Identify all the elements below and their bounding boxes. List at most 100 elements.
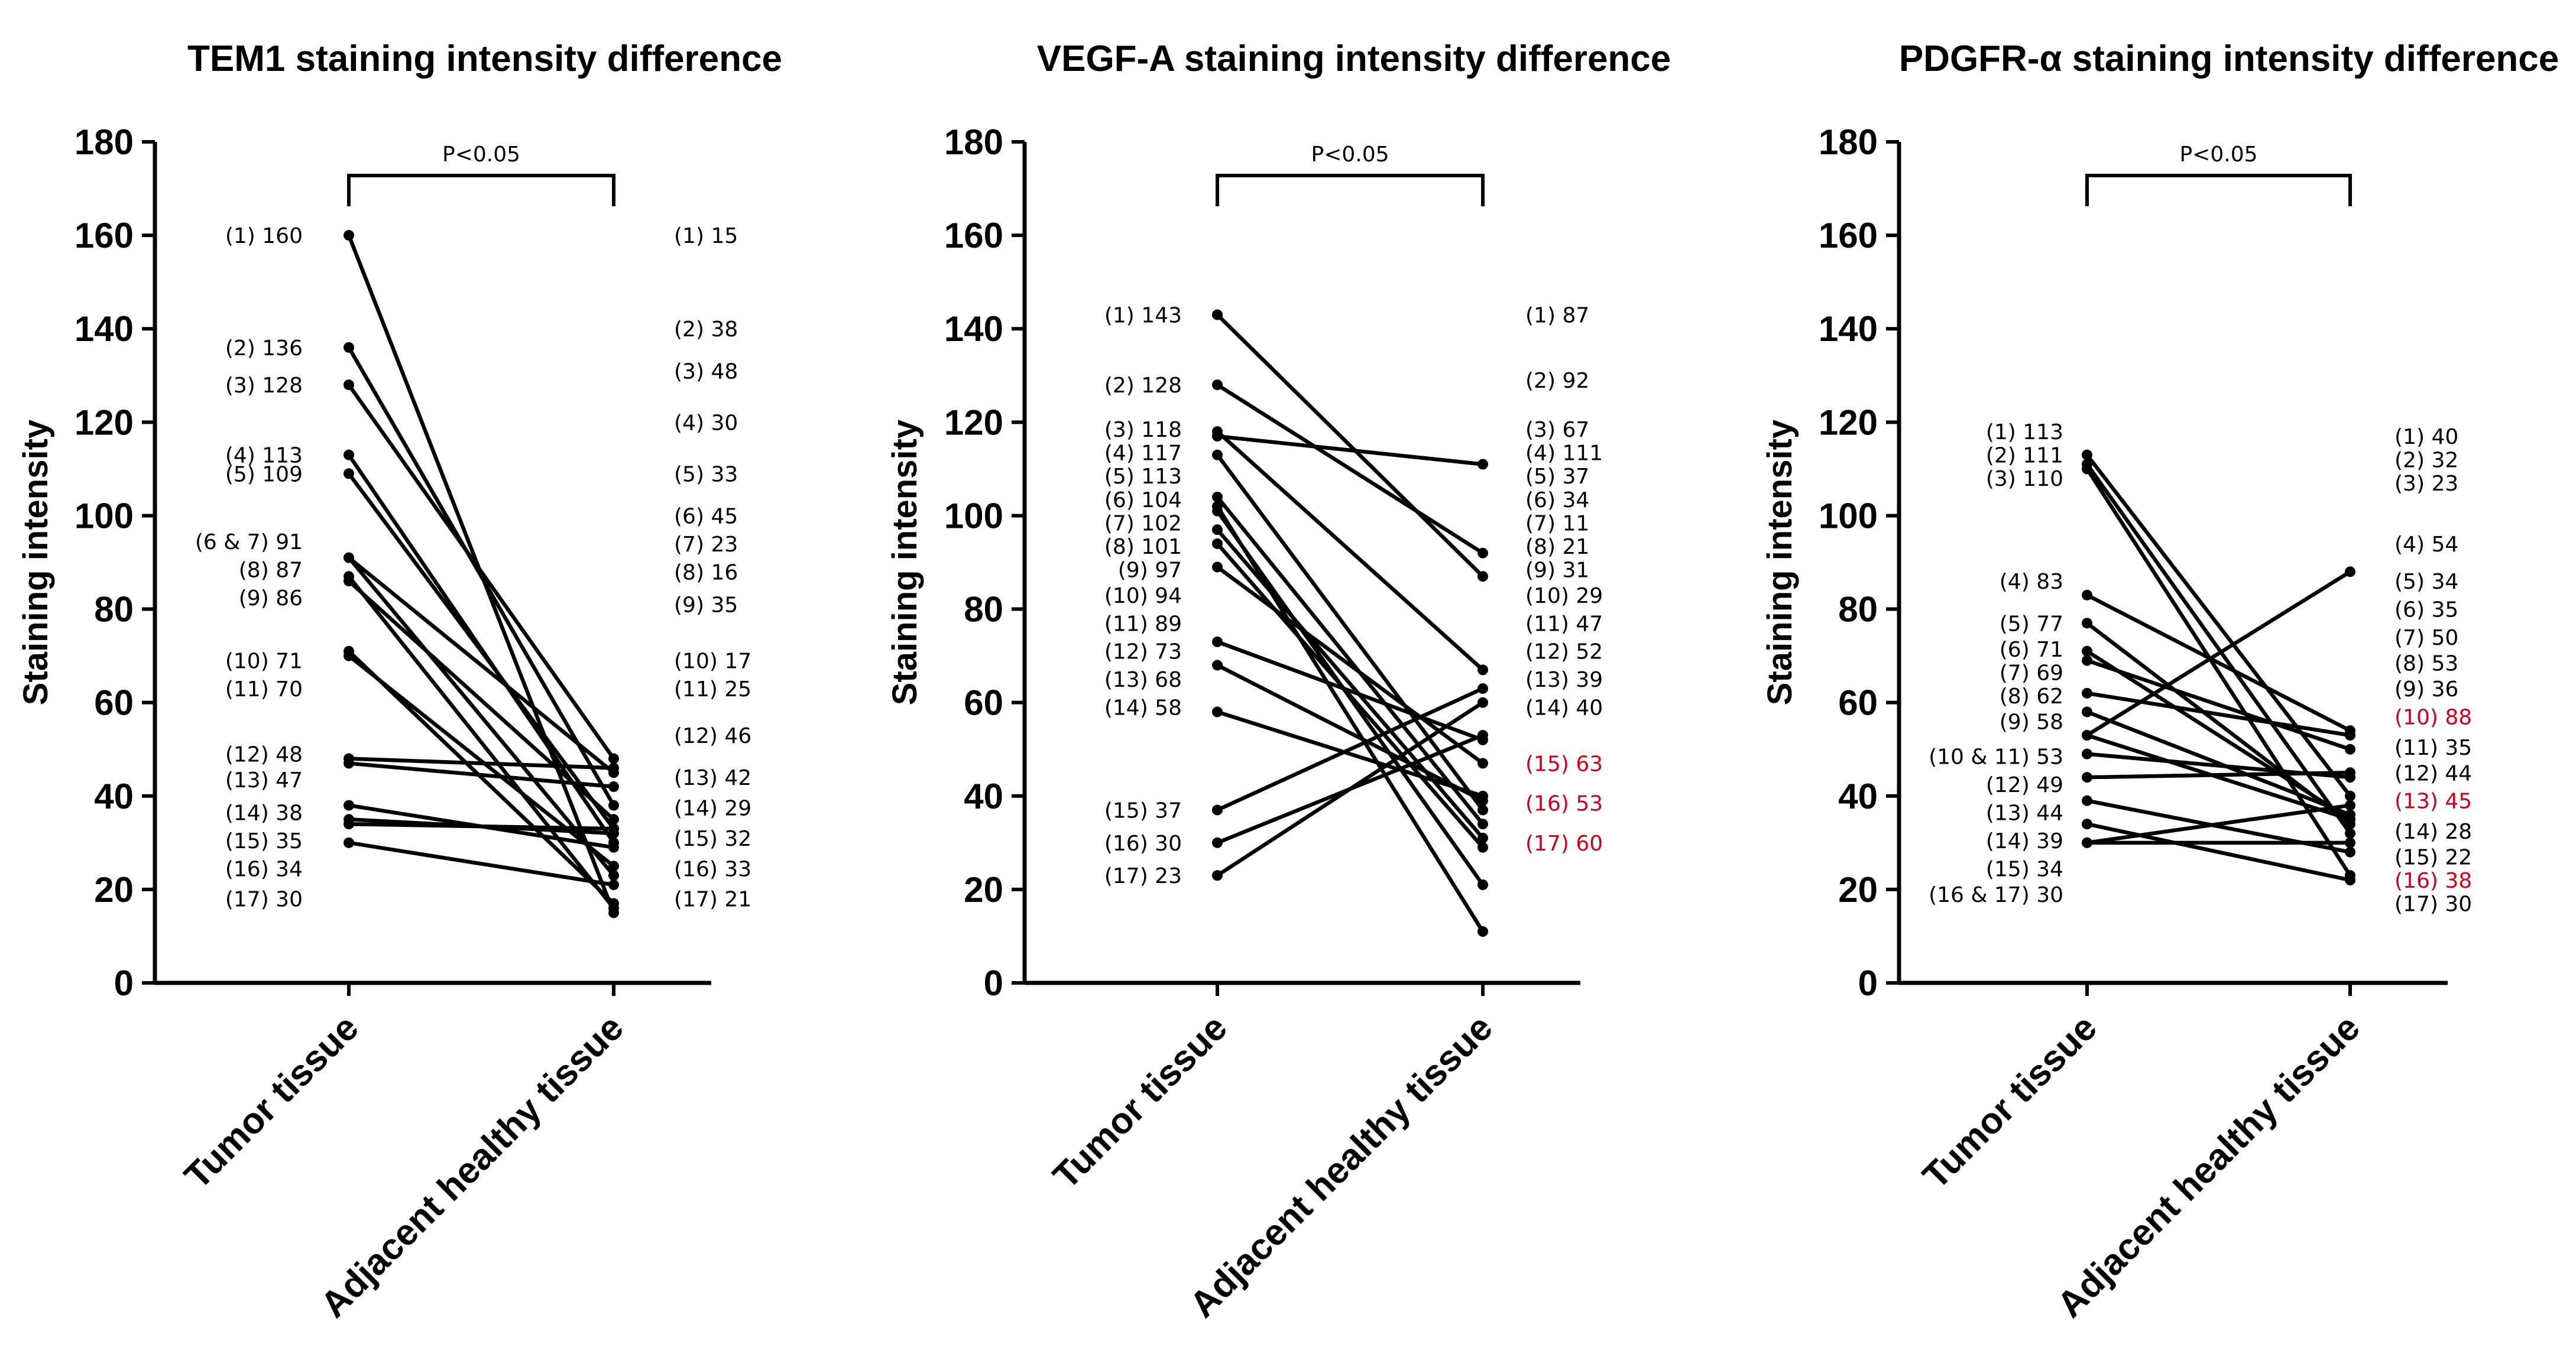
chart-3-pair-line-9 [2085,710,2353,817]
chart-3-healthy-value-label: (14) 28 [2394,820,2472,844]
chart-2-healthy-value-label: (11) 47 [1525,612,1603,636]
chart-3-healthy-value-label: (7) 50 [2394,626,2458,650]
chart-3-tumor-value-label: (2) 111 [1986,444,2063,468]
chart-2-pair-line-17 [1215,700,1485,878]
chart-3-healthy-value-label: (16) 38 [2394,869,2472,893]
chart-3-significance-bracket [2085,174,2352,206]
chart-3-tumor-value-label: (8) 62 [2000,684,2063,709]
chart-3-y-tick-label: 100 [1819,496,1878,535]
chart-1-tumor-point-5 [344,468,354,479]
chart-3-tumor-value-label: (5) 77 [2000,612,2063,636]
chart-1-healthy-value-label: (9) 35 [674,593,738,618]
chart-2-tumor-value-label: (12) 73 [1104,640,1182,664]
chart-1-y-tick-label: 140 [74,309,134,349]
chart-3-tumor-point-13 [2082,772,2092,783]
chart-1-pair-line-12 [346,757,616,770]
chart-1-tumor-value-label: (15) 35 [225,829,303,853]
chart-3-tumor-point-4 [2082,589,2092,601]
chart-2-tumor-point-4 [1212,431,1223,442]
chart-2-healthy-point-10 [1477,842,1488,853]
chart-1-tumor-point-3 [344,379,354,391]
chart-2-healthy-value-label: (9) 31 [1525,558,1589,582]
chart-1-tumor-value-label: (2) 136 [225,336,303,361]
chart-3-healthy-value-label: (8) 53 [2394,651,2458,676]
chart-2-healthy-point-7 [1477,926,1488,937]
chart-3-title: PDGFR-α staining intensity difference [1899,38,2559,79]
chart-1-pair-line-2 [346,345,616,807]
chart-2-y-tick-label: 140 [944,309,1003,349]
chart-1-tumor-value-label: (17) 30 [225,888,303,912]
chart-1-healthy-value-label: (10) 17 [674,650,751,674]
chart-1-pair-line-3 [346,382,616,761]
chart-2-tumor-point-15 [1212,804,1223,816]
chart-3-tumor-value-label: (14) 39 [1986,829,2063,853]
chart-3-healthy-point-15 [2345,875,2355,886]
chart-1-category-label: Adjacent healthy tissue [313,1007,631,1325]
chart-2-y-tick-label: 180 [944,122,1003,162]
chart-3-tumor-point-5 [2082,618,2092,629]
chart-1-tumor-point-16 [344,819,354,830]
chart-2-healthy-point-6 [1477,819,1488,830]
chart-1-healthy-point-11 [608,861,619,872]
chart-3-healthy-value-label: (5) 34 [2394,570,2458,594]
chart-1-pair-line-13 [346,761,616,789]
chart-3-tumor-value-label: (9) 58 [2000,710,2063,734]
chart-2-pair-line-15 [1215,686,1485,812]
chart-2-tumor-point-16 [1212,837,1223,848]
chart-2-pair-line-12 [1215,640,1485,742]
chart-2-healthy-value-label: (8) 21 [1525,535,1589,559]
chart-3-pair-line-11 [2085,733,2353,822]
chart-2-tumor-value-label: (17) 23 [1104,864,1182,888]
chart-1-healthy-value-label: (1) 15 [674,224,738,248]
chart-1-y-tick-label: 160 [74,216,134,255]
chart-1-healthy-value-label: (2) 38 [674,317,738,342]
chart-3-healthy-point-17 [2345,837,2355,848]
chart-3-p-value: P<0.05 [2179,142,2257,167]
chart-3-tumor-point-17 [2082,837,2092,848]
chart-1-healthy-value-label: (4) 30 [674,411,738,435]
chart-3-tumor-point-12 [2082,748,2092,759]
chart-2-y-tick-label: 120 [944,403,1003,442]
chart-3-tumor-point-14 [2082,795,2092,806]
chart-3-tumor-point-7 [2082,655,2092,666]
chart-1-y-tick-label: 100 [74,496,134,535]
chart-1-tumor-point-7 [344,552,354,563]
chart-2-pair-line-10 [1215,541,1485,849]
chart-2-pair-line-9 [1215,527,1485,840]
chart-1-tumor-value-label: (1) 160 [225,224,303,248]
chart-3-healthy-point-16 [2345,800,2355,811]
chart-3-healthy-value-label: (9) 36 [2394,677,2458,702]
chart-1-tumor-value-label: (13) 47 [225,768,303,793]
chart-2-title: VEGF-A staining intensity difference [1037,38,1671,79]
chart-1-tumor-point-13 [344,758,354,769]
chart-3-tumor-value-label: (3) 110 [1986,467,2063,491]
chart-1-tumor-point-14 [344,800,354,811]
chart-2-p-value: P<0.05 [1311,142,1389,167]
chart-3-tumor-value-label: (4) 83 [2000,570,2063,594]
chart-1-tumor-value-label: (3) 128 [225,374,303,398]
chart-2-healthy-value-label: (1) 87 [1525,304,1589,328]
chart-3-tumor-value-label: (10 & 11) 53 [1929,745,2063,770]
chart-1-tumor-value-label: (16) 34 [225,857,303,881]
chart-2-y-tick-label: 0 [984,963,1003,1003]
chart-1-healthy-value-label: (8) 16 [674,560,738,585]
chart-3-healthy-point-14 [2345,846,2355,858]
chart-1-healthy-point-17 [608,879,619,890]
chart-1-healthy-point-13 [608,781,619,792]
chart-3: PDGFR-α staining intensity difference Sta… [1761,38,2559,1326]
chart-3-healthy-point-10 [2345,566,2355,577]
chart-1-y-tick-label: 120 [74,403,134,442]
chart-3-tumor-value-label: (7) 69 [2000,661,2063,685]
chart-2: VEGF-A staining intensity difference Stai… [886,38,1671,1326]
chart-2-tumor-point-13 [1212,660,1223,671]
chart-3-y-axis-label: Staining intensity [1761,420,1799,705]
chart-2-healthy-value-label: (4) 111 [1525,442,1603,466]
chart-1-tumor-value-label: (10) 71 [225,650,303,674]
chart-2-tumor-value-label: (14) 58 [1104,696,1182,720]
chart-3-pair-line-8 [2085,691,2353,738]
chart-1-tumor-point-1 [344,230,354,241]
chart-1-tumor-point-11 [344,650,354,661]
chart-1-y-tick-label: 20 [94,870,134,910]
chart-3-y-tick-label: 60 [1838,683,1878,723]
chart-3-healthy-value-label: (2) 32 [2394,449,2458,473]
